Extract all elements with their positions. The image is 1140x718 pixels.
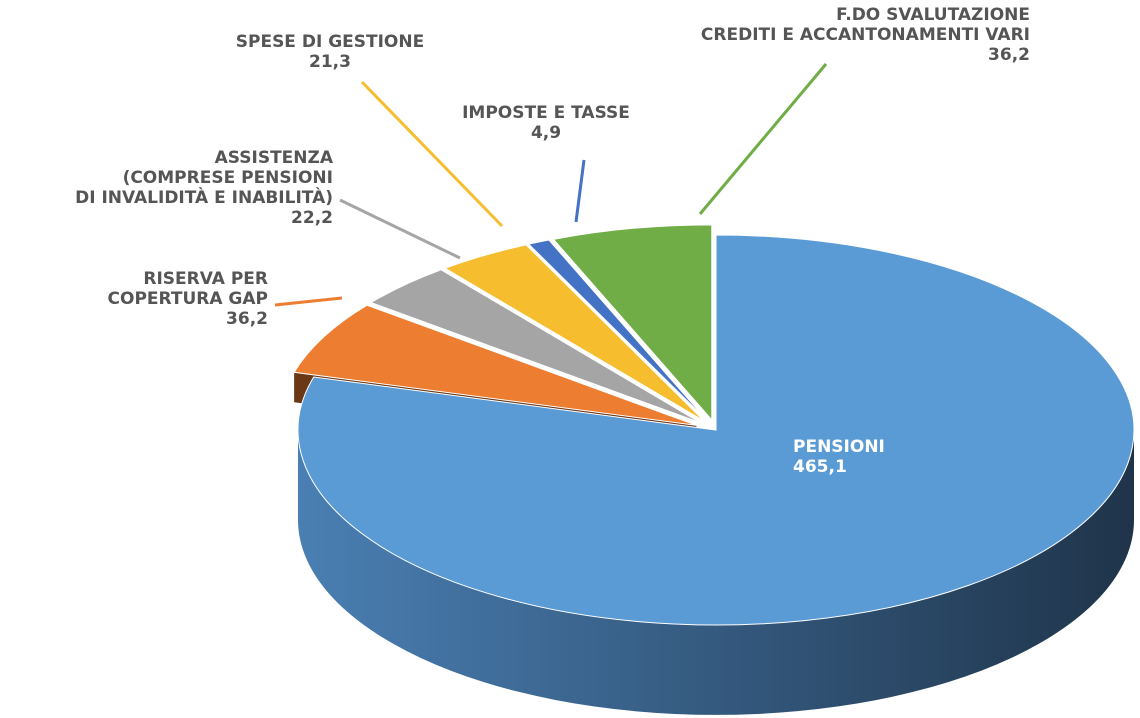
value-label: 21,3 — [309, 52, 351, 72]
slice-side — [298, 430, 1134, 715]
value-label: 465,1 — [793, 457, 847, 477]
slice — [297, 234, 1135, 626]
category-label: F.DO SVALUTAZIONE CREDITI E ACCANTONAMENT… — [701, 5, 1030, 45]
leader-line — [360, 80, 504, 228]
value-label: 4,9 — [531, 123, 561, 143]
leader-line — [574, 159, 586, 223]
slice — [443, 244, 705, 422]
slice — [369, 269, 701, 424]
leader-line — [698, 63, 828, 215]
slice — [552, 224, 713, 422]
slice — [293, 304, 697, 426]
category-label: SPESE DI GESTIONE — [236, 32, 424, 52]
category-label: ASSISTENZA (COMPRESE PENSIONI DI INVALIDIT… — [75, 148, 334, 208]
leader-line — [339, 198, 461, 260]
slice — [527, 239, 708, 421]
category-label: IMPOSTE E TASSE — [462, 103, 630, 123]
value-label: 36,2 — [226, 309, 268, 329]
leader-line — [274, 296, 343, 307]
category-label: PENSIONI — [793, 437, 885, 457]
category-label: RISERVA PER COPERTURA GAP — [108, 269, 268, 309]
value-label: 22,2 — [291, 208, 333, 228]
value-label: 36,2 — [988, 45, 1030, 65]
